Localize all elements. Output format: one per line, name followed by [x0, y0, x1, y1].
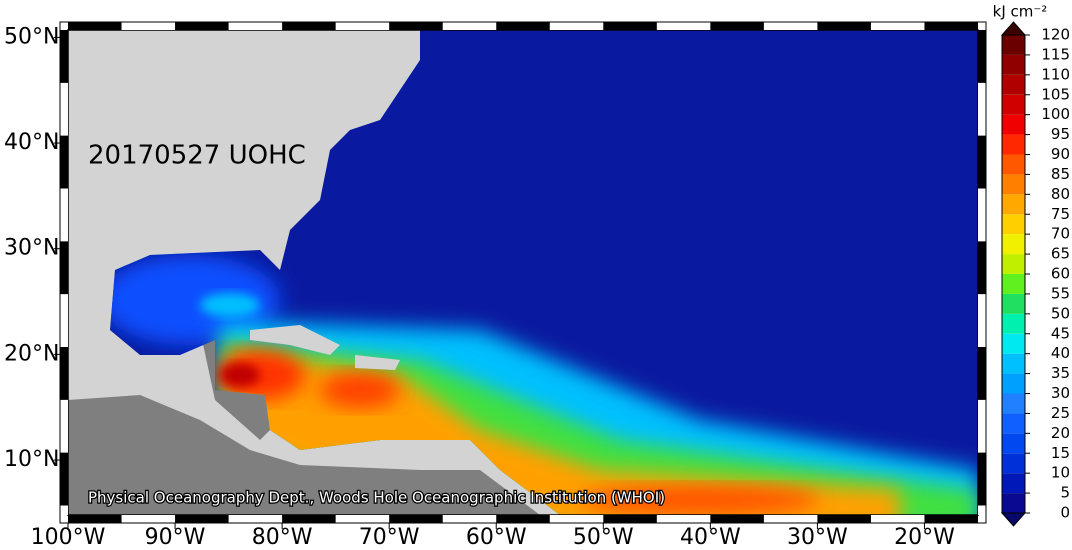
colorbar-tick-label: 70	[1051, 225, 1070, 243]
y-tick-label: 30°N	[4, 236, 59, 261]
colorbar-tick-label: 110	[1041, 65, 1070, 83]
map-frame	[59, 21, 987, 524]
colorbar-bin	[1002, 134, 1025, 155]
x-tick-label: 60°W	[466, 525, 527, 550]
colorbar-bin	[1002, 433, 1025, 454]
island	[250, 325, 340, 355]
hot-spot	[320, 372, 400, 408]
hot-spot	[580, 486, 820, 514]
colorbar-bin	[1002, 313, 1025, 334]
y-tick-label: 20°N	[4, 341, 59, 366]
colorbar-bin	[1002, 293, 1025, 314]
colorbar-tick-label: 0	[1060, 504, 1070, 522]
hot-spot	[220, 363, 260, 387]
colorbar-bin	[1002, 114, 1025, 135]
colorbar-bin	[1002, 254, 1025, 274]
colorbar-bin	[1002, 373, 1025, 394]
colorbar-tick-label: 120	[1041, 26, 1070, 44]
colorbar-bin	[1002, 473, 1025, 494]
x-tick-label: 100°W	[31, 525, 106, 550]
colorbar-bin	[1002, 54, 1025, 75]
colorbar-bin	[1002, 234, 1025, 255]
colorbar-tick-label: 20	[1051, 424, 1070, 442]
colorbar-tick-label: 25	[1051, 404, 1070, 422]
colorbar-tick-label: 85	[1051, 165, 1070, 183]
colorbar-tick-label: 95	[1051, 125, 1070, 143]
y-tick-label: 40°N	[4, 130, 59, 155]
colorbar-tick-label: 115	[1041, 45, 1070, 63]
colorbar-tick-label: 50	[1051, 304, 1070, 322]
map-title: 20170527 UOHC	[88, 141, 306, 171]
colorbar-tick-label: 10	[1051, 464, 1070, 482]
colorbar-tick-label: 75	[1051, 205, 1070, 223]
x-tick-label: 50°W	[573, 525, 634, 550]
colorbar-bin	[1002, 194, 1025, 215]
y-tick-label: 10°N	[4, 447, 59, 472]
colorbar-tick-label: 105	[1041, 85, 1070, 103]
colorbar-unit: kJ cm⁻²	[993, 3, 1048, 21]
colorbar-tick-label: 35	[1051, 364, 1070, 382]
colorbar-bin	[1002, 35, 1025, 55]
colorbar-tick-label: 80	[1051, 185, 1070, 203]
colorbar-bin	[1002, 154, 1025, 175]
land-shelf	[68, 395, 540, 515]
colorbar-bin	[1002, 274, 1025, 294]
colorbar-tick-label: 40	[1051, 344, 1070, 362]
x-tick-label: 70°W	[359, 525, 420, 550]
colorbar-bin	[1002, 493, 1025, 513]
colorbar-tick-label: 45	[1051, 324, 1070, 342]
frame-outer	[59, 21, 987, 524]
colorbar-tick-label: 90	[1051, 145, 1070, 163]
colorbar-tick-label: 100	[1041, 105, 1070, 123]
colorbar-bin	[1002, 94, 1025, 115]
colorbar-tick-label: 30	[1051, 384, 1070, 402]
x-tick-label: 30°W	[787, 525, 848, 550]
colorbar-tick-label: 15	[1051, 444, 1070, 462]
colorbar-bin	[1002, 74, 1025, 95]
colorbar-tick-label: 60	[1051, 265, 1070, 283]
x-tick-label: 90°W	[145, 525, 206, 550]
colorbar-tick-label: 55	[1051, 284, 1070, 302]
x-tick-label: 80°W	[252, 525, 313, 550]
colorbar-bin	[1002, 333, 1025, 354]
x-tick-label: 20°W	[894, 525, 955, 550]
colorbar-bin	[1002, 174, 1025, 195]
colorbar-tick-label: 65	[1051, 245, 1070, 263]
x-tick-label: 40°W	[680, 525, 741, 550]
colorbar-bin	[1002, 353, 1025, 374]
island	[355, 355, 400, 370]
y-tick-label: 50°N	[4, 24, 59, 49]
colorbar-bin	[1002, 413, 1025, 434]
credit: Physical Oceanography Dept., Woods Hole …	[88, 489, 665, 507]
loop-current	[200, 293, 260, 317]
colorbar-bin	[1002, 393, 1025, 414]
map-area	[68, 30, 978, 515]
colorbar-extend-bottom	[1000, 512, 1027, 527]
colorbar-bin	[1002, 214, 1025, 235]
colorbar-bin	[1002, 453, 1025, 474]
colorbar-extend-top	[1000, 21, 1027, 36]
colorbar-tick-label: 5	[1060, 484, 1070, 502]
